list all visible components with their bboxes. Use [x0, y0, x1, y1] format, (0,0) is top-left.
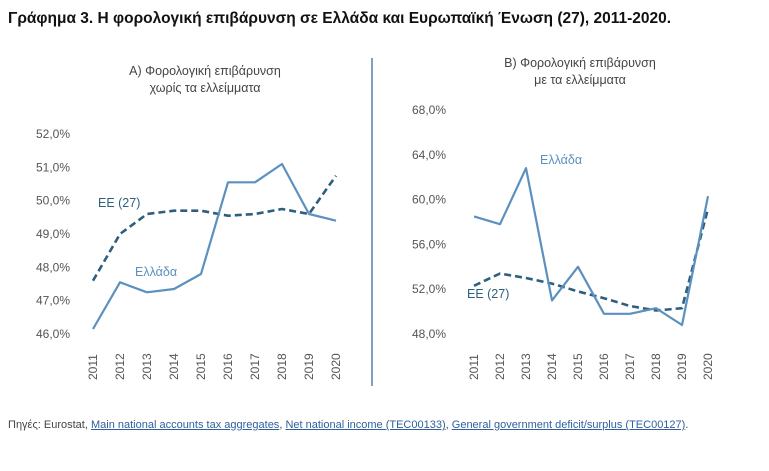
sources-prefix: Πηγές: Eurostat,	[8, 419, 91, 431]
chart-a-x-tick-label: 2017	[248, 353, 262, 380]
source-link-1[interactable]: Main national accounts tax aggregates	[90, 419, 280, 431]
chart-a-series-label-eu27: ΕΕ (27)	[98, 196, 140, 210]
chart-a-x-tick-label: 2013	[140, 353, 154, 380]
chart-b-x-tick-label: 2017	[623, 353, 637, 380]
chart-a-y-tick-label: 51,0%	[36, 160, 70, 174]
chart-b-series-greece-line	[473, 167, 710, 327]
chart-a-x-tick-label: 2015	[194, 353, 208, 380]
chart-a-x-tick-label: 2018	[275, 353, 289, 380]
chart-b-y-tick-label: 64,0%	[412, 148, 446, 162]
chart-a-y-tick-label: 52,0%	[36, 127, 70, 141]
sources-note: Πηγές: Eurostat, Main national accounts …	[8, 418, 758, 433]
chart-b-x-tick-label: 2011	[467, 354, 481, 380]
sources-separator: ,	[445, 419, 452, 431]
chart-b-y-tick-label: 52,0%	[412, 282, 446, 296]
chart-a-y-tick-label: 47,0%	[36, 294, 70, 308]
chart-b-x-tick-label: 2015	[571, 353, 585, 380]
chart-a-x-tick-label: 2020	[329, 353, 343, 380]
chart-a-y-tick-label: 46,0%	[36, 327, 70, 341]
source-link-3[interactable]: General government deficit/surplus (TEC0…	[451, 419, 686, 431]
chart-a-title-line-2: χωρίς τα ελλείμματα	[150, 81, 261, 95]
chart-a: Α) Φορολογική επιβάρυνση χωρίς τα ελλείμμ…	[36, 64, 343, 380]
chart-b-x-tick-label: 2018	[649, 353, 663, 380]
chart-a-x-tick-label: 2014	[167, 353, 181, 380]
chart-b: Β) Φορολογική επιβάρυνση με τα ελλείμματα…	[412, 56, 715, 380]
chart-a-series-eu27-line	[91, 174, 338, 282]
chart-a-y-tick-label: 50,0%	[36, 194, 70, 208]
chart-a-x-tick-label: 2019	[302, 353, 316, 380]
chart-b-x-tick-label: 2014	[545, 353, 559, 380]
chart-a-title-line-1: Α) Φορολογική επιβάρυνση	[129, 64, 281, 78]
chart-a-y-tick-label: 48,0%	[36, 260, 70, 274]
chart-b-y-tick-label: 56,0%	[412, 237, 446, 251]
chart-a-series-greece-line	[92, 162, 337, 330]
chart-b-series-label-greece: Ελλάδα	[540, 153, 582, 167]
chart-b-x-tick-label: 2016	[597, 353, 611, 380]
chart-a-y-tick-label: 49,0%	[36, 227, 70, 241]
chart-a-x-tick-label: 2011	[86, 354, 100, 380]
chart-b-x-tick-label: 2019	[675, 353, 689, 380]
chart-b-series-label-eu27: ΕΕ (27)	[467, 287, 509, 301]
figure-title: Γράφημα 3. Η φορολογική επιβάρυνση σε Ελ…	[8, 10, 672, 27]
chart-b-y-tick-label: 68,0%	[412, 103, 446, 117]
chart-b-series-eu27-line	[473, 208, 710, 312]
sources-separator: ,	[279, 419, 286, 431]
chart-b-x-tick-label: 2012	[493, 353, 507, 380]
chart-b-y-tick-label: 60,0%	[412, 193, 446, 207]
chart-b-x-tick-label: 2013	[519, 353, 533, 380]
chart-b-title-line-2: με τα ελλείμματα	[534, 73, 626, 87]
sources-separator: .	[685, 419, 689, 431]
chart-b-y-tick-label: 48,0%	[412, 327, 446, 341]
chart-a-series-label-greece: Ελλάδα	[135, 265, 177, 279]
source-link-2[interactable]: Net national income (TEC00133)	[285, 419, 446, 431]
chart-a-x-tick-label: 2016	[221, 353, 235, 380]
chart-b-x-tick-label: 2020	[701, 353, 715, 380]
chart-b-title-line-1: Β) Φορολογική επιβάρυνση	[504, 56, 656, 70]
chart-a-x-tick-label: 2012	[113, 353, 127, 380]
